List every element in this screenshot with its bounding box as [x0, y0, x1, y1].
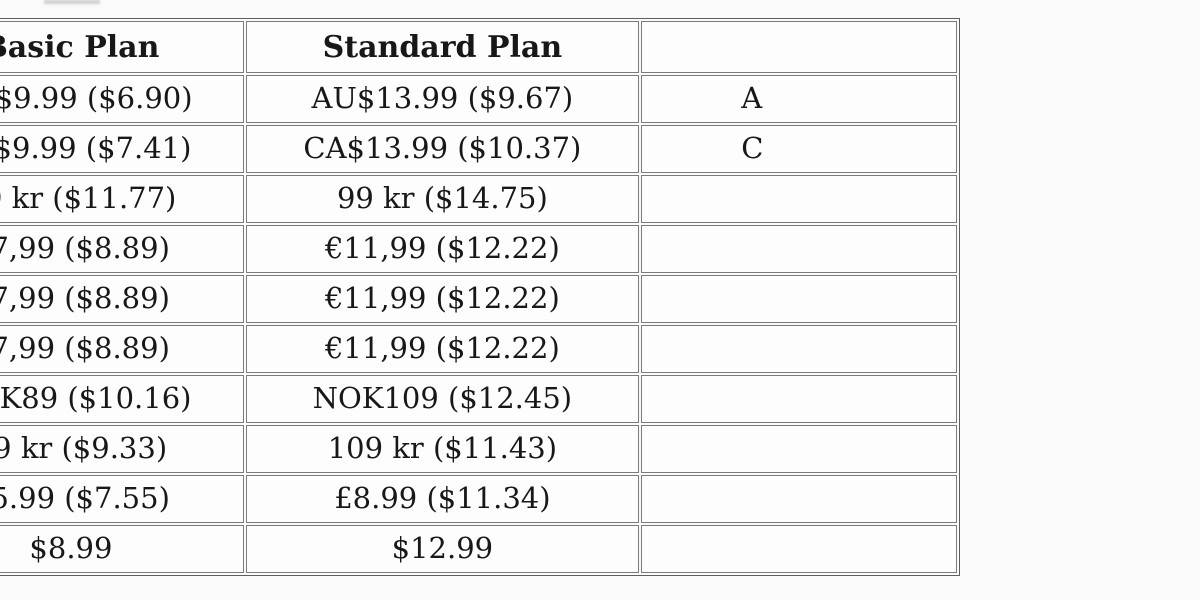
premium-price-cell: C: [641, 125, 957, 173]
table-row: €7,99 ($8.89) €11,99 ($12.22): [0, 325, 957, 373]
premium-price-cell: [641, 425, 957, 473]
basic-price-cell: 89 kr ($9.33): [0, 425, 244, 473]
table-row: 89 kr ($9.33) 109 kr ($11.43): [0, 425, 957, 473]
header-cell-standard-plan: Standard Plan: [245, 21, 640, 73]
standard-price-cell: CA$13.99 ($10.37): [245, 125, 640, 173]
standard-price-cell: €11,99 ($12.22): [245, 325, 640, 373]
premium-price-cell: [641, 475, 957, 523]
standard-price-cell: 109 kr ($11.43): [245, 425, 640, 473]
table-row: AU$9.99 ($6.90) AU$13.99 ($9.67) A: [0, 75, 957, 123]
basic-price-cell: €7,99 ($8.89): [0, 275, 244, 323]
standard-price-cell: €11,99 ($12.22): [245, 275, 640, 323]
basic-price-cell: NOK89 ($10.16): [0, 375, 244, 423]
premium-price-cell: [641, 375, 957, 423]
basic-price-cell: CA$9.99 ($7.41): [0, 125, 244, 173]
premium-price-cell: [641, 225, 957, 273]
basic-price-cell: AU$9.99 ($6.90): [0, 75, 244, 123]
table-header-row: Basic Plan Standard Plan: [0, 21, 957, 73]
table-row: £5.99 ($7.55) £8.99 ($11.34): [0, 475, 957, 523]
header-cell-basic-plan: Basic Plan: [0, 21, 244, 73]
premium-price-cell: [641, 325, 957, 373]
header-cell-premium-plan: [641, 21, 957, 73]
table-row: NOK89 ($10.16) NOK109 ($12.45): [0, 375, 957, 423]
table-row: €7,99 ($8.89) €11,99 ($12.22): [0, 225, 957, 273]
table-row: CA$9.99 ($7.41) CA$13.99 ($10.37) C: [0, 125, 957, 173]
basic-price-cell: $8.99: [0, 525, 244, 573]
standard-price-cell: NOK109 ($12.45): [245, 375, 640, 423]
basic-price-cell: 79 kr ($11.77): [0, 175, 244, 223]
standard-price-cell: AU$13.99 ($9.67): [245, 75, 640, 123]
table-row: €7,99 ($8.89) €11,99 ($12.22): [0, 275, 957, 323]
table-row: $8.99 $12.99: [0, 525, 957, 573]
premium-price-cell: [641, 525, 957, 573]
standard-price-cell: 99 kr ($14.75): [245, 175, 640, 223]
premium-price-cell: [641, 175, 957, 223]
cropped-content-artifact: [44, 0, 100, 4]
premium-price-cell: [641, 275, 957, 323]
standard-price-cell: £8.99 ($11.34): [245, 475, 640, 523]
standard-price-cell: $12.99: [245, 525, 640, 573]
pricing-table: Basic Plan Standard Plan AU$9.99 ($6.90)…: [0, 18, 960, 576]
premium-price-cell: A: [641, 75, 957, 123]
basic-price-cell: £5.99 ($7.55): [0, 475, 244, 523]
basic-price-cell: €7,99 ($8.89): [0, 325, 244, 373]
standard-price-cell: €11,99 ($12.22): [245, 225, 640, 273]
table-row: 79 kr ($11.77) 99 kr ($14.75): [0, 175, 957, 223]
basic-price-cell: €7,99 ($8.89): [0, 225, 244, 273]
